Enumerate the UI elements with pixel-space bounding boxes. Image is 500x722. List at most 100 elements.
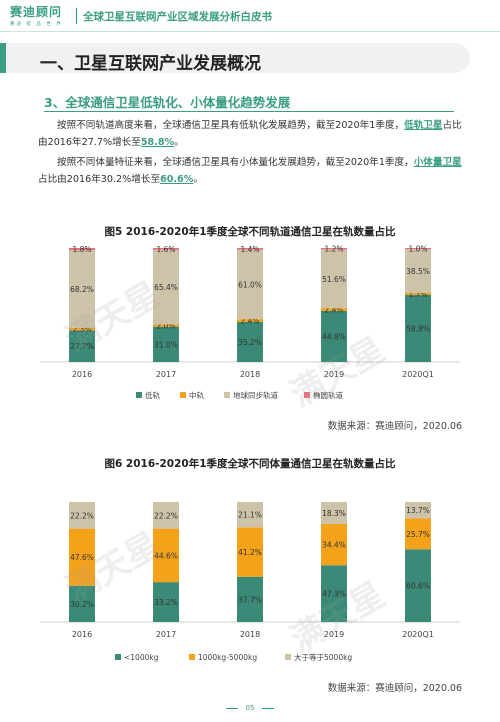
figure-6-source: 数据来源：赛迪顾问，2020.06 bbox=[327, 683, 462, 694]
data-label: 27.7% bbox=[70, 342, 94, 351]
bar-segment bbox=[321, 502, 347, 524]
legend-label: 低轨 bbox=[145, 390, 160, 400]
bar-segment bbox=[237, 321, 263, 362]
highlight-low-orbit-share: 58.8% bbox=[140, 136, 175, 148]
bar-segment bbox=[69, 250, 95, 328]
legend-swatch bbox=[115, 654, 121, 660]
x-tick-label: 2020Q1 bbox=[402, 630, 434, 639]
x-tick-label: 2019 bbox=[324, 630, 344, 639]
data-label: 60.6% bbox=[406, 582, 430, 591]
bar-segment bbox=[237, 502, 263, 528]
legend-swatch bbox=[180, 392, 186, 398]
data-label: 1.8% bbox=[72, 245, 91, 254]
data-label: 65.4% bbox=[154, 283, 178, 292]
highlight-small-sat-share: 60.6% bbox=[160, 173, 194, 185]
data-label: 1.2% bbox=[324, 245, 343, 254]
x-tick-label: 2016 bbox=[72, 370, 92, 379]
bar-segment bbox=[321, 308, 347, 311]
subsection-rule bbox=[44, 111, 454, 112]
bar-segment bbox=[237, 527, 263, 577]
data-label: 2.0% bbox=[156, 322, 175, 331]
data-label: 30.2% bbox=[70, 600, 94, 609]
data-label: 22.2% bbox=[154, 511, 178, 520]
data-label: 44.8% bbox=[322, 332, 346, 341]
bar-segment bbox=[321, 248, 347, 250]
page-number: 05 bbox=[245, 704, 255, 712]
legend-label: 1000kg-5000kg bbox=[198, 653, 257, 662]
bar-segment bbox=[237, 249, 263, 320]
bar-segment bbox=[405, 518, 431, 550]
bar-segment bbox=[153, 528, 179, 583]
data-label: 41.2% bbox=[238, 548, 262, 557]
data-label: 1.0% bbox=[408, 245, 427, 254]
data-label: 44.6% bbox=[154, 551, 178, 560]
bar-segment bbox=[237, 319, 263, 322]
bar-segment bbox=[405, 293, 431, 295]
x-tick-label: 2018 bbox=[240, 370, 260, 379]
legend-swatch bbox=[136, 392, 142, 398]
paragraph-mass: 按照不同体量特征来看，全球通信卫星具有小体量化发展趋势，截至2020年1季度，小… bbox=[38, 157, 462, 185]
bar-segment bbox=[69, 248, 95, 251]
data-label: 51.6% bbox=[322, 275, 346, 284]
data-label: 68.2% bbox=[70, 285, 94, 294]
data-label: 1.7% bbox=[408, 290, 427, 299]
chart-svg: 27.7% 2.3% 68.2% 1.8% 2016 31.0% 2.0% 65.4% 1.6%… bbox=[40, 245, 460, 400]
data-label: 37.7% bbox=[238, 595, 262, 604]
paragraph-orbit: 按照不同轨道高度来看，全球通信卫星具有低轨化发展趋势，截至2020年1季度，低轨… bbox=[38, 120, 462, 148]
bar-segment bbox=[69, 502, 95, 529]
x-tick-label: 2017 bbox=[156, 630, 176, 639]
bar-segment bbox=[153, 324, 179, 327]
bar-segment bbox=[405, 249, 431, 294]
highlight-small-sat: 小体量卫星 bbox=[413, 157, 462, 168]
data-label: 38.5% bbox=[406, 267, 430, 276]
figure-6-chart: 30.2% 47.6% 22.2% 2016 33.2% 44.6% 22.2% 2017 37… bbox=[30, 494, 470, 676]
chart-svg: 30.2% 47.6% 22.2% 2016 33.2% 44.6% 22.2% 2017 37… bbox=[40, 502, 460, 662]
data-label: 22.2% bbox=[70, 511, 94, 520]
bar-segment bbox=[69, 528, 95, 586]
bar-segment bbox=[69, 327, 95, 331]
bar-segment bbox=[405, 248, 431, 250]
logo: 赛迪顾问 赛迪 智 品 世 界 bbox=[10, 5, 72, 28]
header-divider bbox=[76, 8, 77, 24]
bar-segment bbox=[321, 523, 347, 566]
data-label: 2.3% bbox=[72, 325, 91, 334]
x-tick-label: 2018 bbox=[240, 630, 260, 639]
bar-segment bbox=[321, 310, 347, 362]
logo-text: 赛迪顾问 bbox=[10, 5, 63, 19]
bar-segment bbox=[153, 249, 179, 325]
x-tick-label: 2019 bbox=[324, 370, 344, 379]
legend-swatch bbox=[189, 654, 195, 660]
bar-segment bbox=[69, 330, 95, 362]
bar-segment bbox=[153, 582, 179, 622]
data-label: 31.0% bbox=[154, 340, 178, 349]
legend-swatch bbox=[224, 392, 230, 398]
data-label: 2.4% bbox=[240, 317, 259, 326]
bar-segment bbox=[153, 502, 179, 529]
footer-rule-right bbox=[262, 708, 274, 709]
data-label: 25.7% bbox=[406, 530, 430, 539]
document-title: 全球卫星互联网产业区域发展分析白皮书 bbox=[83, 11, 272, 23]
section-title: 一、卫星互联网产业发展概况 bbox=[40, 54, 261, 74]
bar-segment bbox=[153, 248, 179, 250]
highlight-low-orbit: 低轨卫星 bbox=[404, 120, 443, 131]
bar-segment bbox=[405, 294, 431, 362]
data-label: 1.4% bbox=[240, 245, 259, 254]
bar-segment bbox=[153, 326, 179, 362]
bar-segment bbox=[405, 502, 431, 519]
section-banner: 一、卫星互联网产业发展概况 bbox=[0, 43, 500, 74]
bar-segment bbox=[321, 565, 347, 622]
data-label: 35.2% bbox=[238, 338, 262, 347]
legend-label: 地球同步轨道 bbox=[233, 390, 278, 400]
header-rule bbox=[0, 31, 500, 32]
figure-5-source: 数据来源：赛迪顾问，2020.06 bbox=[327, 421, 462, 432]
data-label: 21.1% bbox=[238, 511, 262, 520]
section-accent bbox=[0, 43, 6, 73]
data-label: 47.3% bbox=[322, 590, 346, 599]
figure-5-chart: 27.7% 2.3% 68.2% 1.8% 2016 31.0% 2.0% 65.4% 1.6%… bbox=[30, 240, 470, 412]
bar-segment bbox=[405, 549, 431, 622]
legend-swatch bbox=[285, 654, 291, 660]
data-label: 13.7% bbox=[406, 506, 430, 515]
data-label: 2.4% bbox=[324, 306, 343, 315]
figure-6-title: 图6 2016-2020年1季度全球不同体量通信卫星在轨数量占比 bbox=[104, 458, 396, 470]
data-label: 61.0% bbox=[238, 280, 262, 289]
